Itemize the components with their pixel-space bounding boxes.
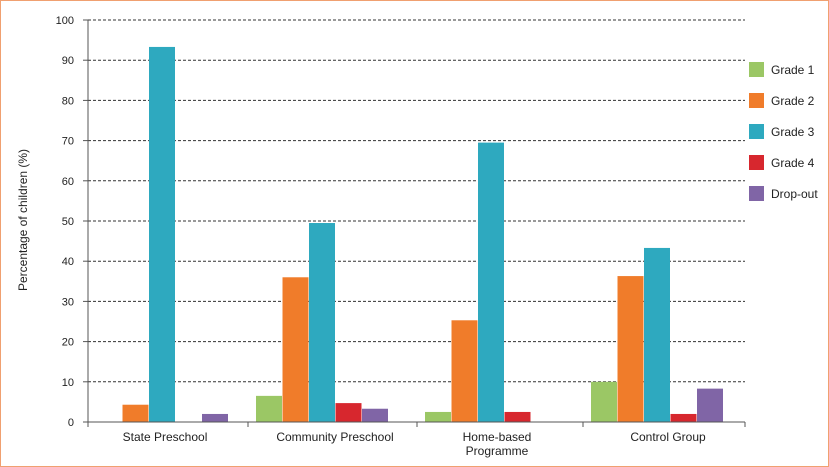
legend-swatch: [749, 62, 764, 77]
bar-grade-3: [478, 142, 504, 423]
legend-swatch: [749, 124, 764, 139]
y-tick-label: 70: [62, 136, 74, 148]
y-tick-label: 40: [62, 256, 74, 268]
legend: Grade 1 Grade 2 Grade 3 Grade 4 Drop-out: [749, 62, 818, 201]
bar-drop-out: [697, 388, 723, 422]
bar-grade-4: [504, 411, 531, 422]
y-tick-label: 0: [68, 417, 74, 429]
bar-grade-3: [644, 247, 670, 422]
y-tick-label: 50: [62, 216, 74, 228]
category-labels: State Preschool Community Preschool Home-b…: [123, 430, 706, 458]
legend-label: Grade 3: [771, 125, 815, 139]
x-category-label: Home-based: [463, 430, 532, 444]
legend-label: Drop-out: [771, 187, 818, 201]
x-category-label: Control Group: [630, 430, 706, 444]
y-tick-label: 100: [56, 15, 74, 27]
y-tick-label: 10: [62, 377, 74, 389]
legend-label: Grade 2: [771, 94, 815, 108]
bar-grade-1: [425, 411, 451, 422]
x-category-label: Programme: [466, 444, 529, 458]
bar-grade-2: [122, 404, 149, 422]
legend-label: Grade 4: [771, 156, 815, 170]
bar-drop-out: [362, 408, 388, 422]
bar-grade-2: [617, 276, 644, 422]
bar-grade-2: [282, 277, 309, 422]
axes: [83, 19, 746, 427]
bars: [122, 46, 723, 423]
bar-grade-4: [670, 413, 697, 422]
y-tick-label: 60: [62, 176, 74, 188]
legend-label: Grade 1: [771, 63, 815, 77]
x-category-label: Community Preschool: [276, 430, 393, 444]
y-tick-label: 80: [62, 95, 74, 107]
bar-grade-2: [451, 320, 478, 422]
legend-swatch: [749, 93, 764, 108]
bar-grade-3: [309, 223, 335, 422]
bar-grade-3: [149, 46, 175, 423]
legend-swatch: [749, 155, 764, 170]
bar-grade-4: [335, 403, 362, 422]
y-tick-labels: 0 10 20 30 40 50 60 70 80 90 100: [56, 15, 74, 429]
y-tick-label: 90: [62, 55, 74, 67]
legend-swatch: [749, 186, 764, 201]
bar-grade-1: [591, 381, 617, 422]
bar-grade-1: [256, 395, 282, 422]
bar-drop-out: [202, 413, 228, 422]
x-category-label: State Preschool: [123, 430, 208, 444]
y-tick-label: 30: [62, 296, 74, 308]
y-axis-title: Percentage of children (%): [16, 149, 30, 291]
y-tick-label: 20: [62, 337, 74, 349]
